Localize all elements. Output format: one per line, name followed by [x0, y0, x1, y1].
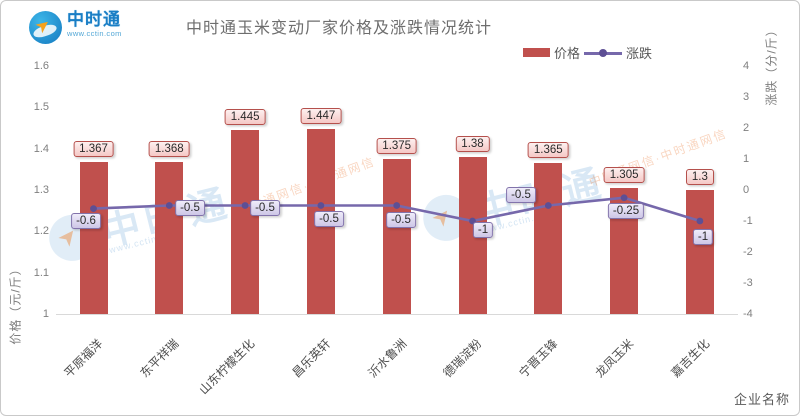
price-bar	[79, 162, 108, 314]
x-category-label: 昌乐英轩	[289, 336, 334, 381]
brand-url: www.cctin.com	[67, 29, 122, 38]
x-category-label: 嘉吉生化	[668, 336, 713, 381]
legend: 价格 涨跌	[523, 43, 652, 62]
left-axis-tick: 1.2	[33, 225, 49, 238]
price-label: 1.445	[224, 109, 266, 126]
change-label: -0.5	[314, 211, 344, 227]
left-axis-tick: 1.1	[33, 266, 49, 279]
x-category-label: 山东柠檬生化	[196, 336, 258, 398]
x-axis-line	[56, 314, 738, 315]
right-axis-tick: -3	[743, 277, 753, 289]
left-axis-tick: 1.5	[33, 101, 49, 114]
change-label: -0.5	[386, 212, 416, 228]
change-label: -0.5	[175, 200, 205, 216]
price-label: 1.38	[455, 135, 490, 152]
x-axis-title: 企业名称	[734, 392, 791, 407]
change-label: -0.25	[607, 203, 645, 219]
price-label: 1.375	[376, 138, 418, 154]
x-category-label: 东平祥瑞	[137, 336, 182, 381]
change-label: -1	[692, 229, 714, 245]
left-axis-tick: 1.6	[33, 60, 49, 72]
change-label: -0.5	[506, 187, 536, 203]
legend-label-price: 价格	[554, 46, 581, 61]
chart-title: 中时通玉米变动厂家价格及涨跌情况统计	[186, 20, 493, 37]
price-label: 1.365	[527, 142, 569, 159]
price-bar	[685, 190, 714, 314]
x-category-label: 德瑞淀粉	[440, 336, 485, 381]
price-label: 1.367	[73, 141, 114, 158]
x-category-label: 龙凤玉米	[592, 336, 637, 381]
change-label: -0.6	[71, 213, 101, 229]
legend-line-swatch	[584, 48, 623, 57]
right-axis-tick: -1	[743, 215, 753, 227]
left-axis-tick: 1.3	[33, 184, 49, 196]
right-axis-tick: 2	[743, 122, 750, 134]
price-label: 1.368	[148, 140, 190, 157]
brand-name: 中时通	[67, 10, 121, 29]
left-axis-title: 价格（元/斤）	[8, 262, 23, 345]
change-label: -0.5	[250, 200, 280, 216]
legend-label-change: 涨跌	[626, 46, 653, 61]
price-label: 1.305	[603, 166, 645, 183]
right-axis-tick: 1	[743, 153, 750, 165]
right-axis-tick: 3	[743, 91, 750, 103]
x-category-label: 宁晋玉锋	[516, 336, 561, 381]
price-label: 1.447	[300, 108, 342, 125]
left-axis-tick: 1	[42, 308, 49, 320]
brand-logo: ➤ 中时通 www.cctin.com	[29, 11, 122, 44]
left-axis-tick: 1.4	[33, 142, 49, 155]
change-label: -1	[472, 222, 494, 238]
legend-bar-swatch	[523, 48, 550, 57]
right-axis-tick: -2	[743, 246, 753, 258]
brand-logo-icon: ➤	[29, 11, 62, 44]
price-bar	[382, 159, 411, 314]
right-axis-tick: 4	[743, 60, 750, 72]
right-axis-tick: 0	[743, 184, 750, 196]
price-bar	[534, 163, 563, 314]
brand-text-block: 中时通 www.cctin.com	[67, 10, 122, 39]
x-category-label: 沂水鲁洲	[365, 336, 410, 381]
price-bar	[155, 161, 184, 314]
price-bar	[231, 130, 260, 314]
price-label: 1.3	[685, 169, 714, 185]
right-axis-tick: -4	[743, 308, 753, 320]
x-category-label: 平原福洋	[61, 336, 106, 381]
